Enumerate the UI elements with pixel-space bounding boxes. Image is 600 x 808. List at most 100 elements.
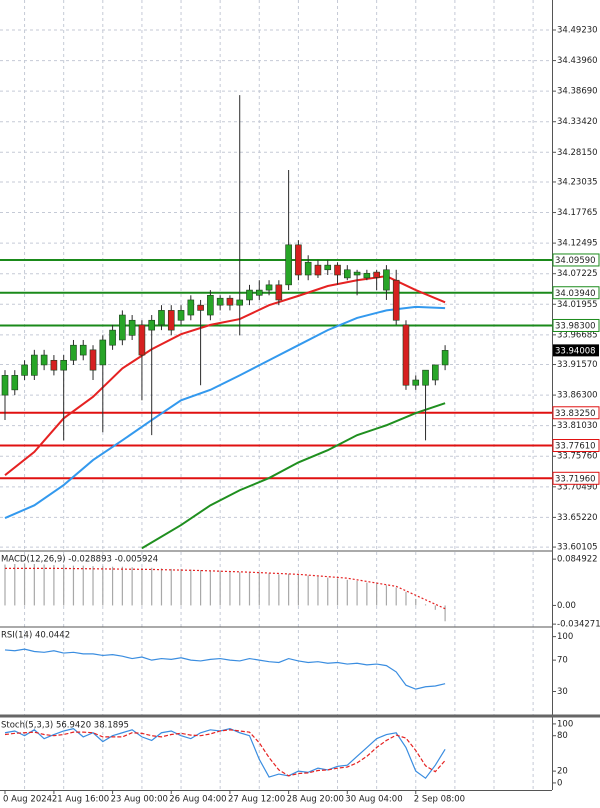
marks-layer xyxy=(0,95,552,780)
histogram-bar xyxy=(43,564,45,606)
candle-body xyxy=(50,359,58,371)
candle-body xyxy=(11,375,19,391)
panel-title: RSI(14) 40.0442 xyxy=(1,631,70,641)
histogram-bar xyxy=(307,575,309,606)
candle-body xyxy=(197,304,204,311)
histogram-bar xyxy=(424,604,427,606)
x-tick-label: 23 Aug 00:00 xyxy=(111,795,168,805)
histogram-bar xyxy=(327,577,329,606)
histogram-bar xyxy=(141,567,143,606)
candle-body xyxy=(324,264,332,271)
histogram-bar xyxy=(385,585,388,606)
candle-body xyxy=(119,314,126,341)
y-tick-label: 33.60105 xyxy=(557,543,598,553)
candle-body xyxy=(314,264,322,276)
level-label-box xyxy=(552,253,600,267)
histogram-bar xyxy=(405,591,407,606)
y-tick-label: 34.28150 xyxy=(557,148,598,158)
level-label: 33.77610 xyxy=(555,442,596,452)
histogram-bar xyxy=(190,569,192,606)
level-label-box xyxy=(552,318,600,332)
x-tick-label: 30 Aug 04:00 xyxy=(345,795,402,805)
level-label: 34.09590 xyxy=(555,256,596,266)
candle-body xyxy=(89,349,97,371)
histogram-bar xyxy=(63,565,65,606)
histogram-bar xyxy=(209,570,211,606)
x-tick-label: 28 Aug 20:00 xyxy=(287,795,344,805)
y-tick-label: 34.01955 xyxy=(557,300,598,310)
histogram-bar xyxy=(346,579,348,606)
current-price-box xyxy=(553,344,599,357)
y-tick-label: 33.96685 xyxy=(557,330,598,340)
candle-body xyxy=(275,284,283,301)
histogram-bar xyxy=(239,572,241,606)
grid-layer xyxy=(0,0,552,790)
y-tick-label: 20 xyxy=(557,767,568,777)
x-tick-label: 2 Sep 08:00 xyxy=(414,795,465,805)
y-tick-label: 0.084922 xyxy=(557,555,598,565)
candle-body xyxy=(246,289,253,301)
level-label-box xyxy=(552,286,600,300)
level-label-box xyxy=(552,471,600,485)
candle-body xyxy=(402,324,410,386)
panel-1 xyxy=(4,563,446,622)
histogram-bar xyxy=(415,598,417,606)
candle-body xyxy=(441,350,449,366)
candle-body xyxy=(138,324,146,356)
candle-body xyxy=(177,310,185,321)
y-tick-label: 34.07225 xyxy=(557,269,598,279)
y-tick-label: 33.65220 xyxy=(557,513,598,523)
labels-layer: 34.49230 34.43960 34.38690 34.33420 34.28150… xyxy=(1,25,600,804)
candle-body xyxy=(392,279,400,321)
level-label: 33.71960 xyxy=(555,474,596,484)
histogram-bar xyxy=(151,567,153,606)
x-tick-label: 0 Aug 2024 xyxy=(3,795,52,805)
histogram-bar xyxy=(376,583,378,606)
histogram-bar xyxy=(258,572,260,606)
histogram-bar xyxy=(395,587,397,606)
candle-body xyxy=(187,299,195,316)
candle-body xyxy=(148,319,155,331)
y-tick-label: 100 xyxy=(557,632,573,642)
panel-title: Stoch(5,3,3) 56.9420 38.1895 xyxy=(1,721,129,731)
y-tick-label: 34.43960 xyxy=(557,56,598,66)
histogram-bar xyxy=(72,565,75,606)
histogram-bar xyxy=(229,571,231,606)
indicator-line xyxy=(4,275,446,476)
indicator-line xyxy=(4,729,446,777)
candle-body xyxy=(1,375,9,396)
histogram-bar xyxy=(434,605,436,610)
y-tick-label: 70 xyxy=(557,656,568,666)
y-tick-label: 34.33420 xyxy=(557,117,598,127)
candle-body xyxy=(412,379,420,386)
candle-body xyxy=(255,289,263,296)
y-tick-label: 0 xyxy=(557,778,562,788)
histogram-bar xyxy=(180,568,182,606)
candle-body xyxy=(285,244,292,286)
x-tick-label: 27 Aug 12:00 xyxy=(228,795,285,805)
indicator-line xyxy=(5,567,446,610)
histogram-bar xyxy=(14,563,16,606)
histogram-bar xyxy=(219,571,221,606)
candle-body xyxy=(79,344,87,356)
histogram-bar xyxy=(53,565,55,606)
indicator-line xyxy=(141,402,446,550)
histogram-bar xyxy=(160,568,163,606)
histogram-bar xyxy=(92,566,94,606)
candle-body xyxy=(158,310,165,326)
candle-body xyxy=(31,354,38,376)
level-label-box xyxy=(552,439,600,453)
x-tick-label: 26 Aug 04:00 xyxy=(169,795,226,805)
y-tick-label: 34.12495 xyxy=(557,239,598,249)
histogram-bar xyxy=(33,563,35,606)
y-tick-label: 34.49230 xyxy=(557,25,598,35)
candle-body xyxy=(21,364,28,376)
histogram-bar xyxy=(297,574,299,606)
candle-body xyxy=(295,244,302,276)
histogram-bar xyxy=(82,565,84,606)
candle-body xyxy=(207,295,214,316)
histogram-bar xyxy=(444,605,446,622)
candle-body xyxy=(216,297,224,306)
panel-title: MACD(12,26,9) -0.028893 -0.005924 xyxy=(1,555,158,565)
y-tick-label: 34.17765 xyxy=(557,208,598,218)
